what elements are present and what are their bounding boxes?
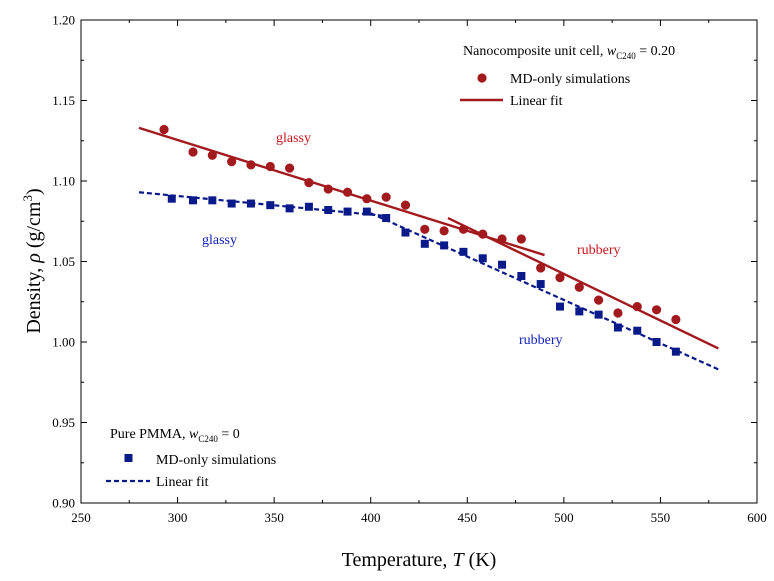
pmma-data-point	[382, 214, 391, 223]
y-tick-label: 1.05	[52, 254, 75, 269]
nanocomposite-data-point	[594, 295, 604, 305]
pmma-data-point	[208, 196, 217, 205]
pmma-data-point	[227, 199, 236, 208]
annotation-red-glassy: glassy	[276, 131, 311, 146]
legend-nanocomposite-title: Nanocomposite unit cell, wC240 = 0.20	[463, 44, 675, 61]
x-tick-label: 350	[264, 510, 284, 525]
pmma-data-point	[633, 326, 642, 335]
nanocomposite-data-point	[478, 229, 488, 239]
pmma-data-point	[575, 307, 584, 316]
legend-nanocomposite: Nanocomposite unit cell, wC240 = 0.20 MD…	[460, 44, 675, 109]
legend-pure-pmma-fit-label: Linear fit	[156, 475, 209, 490]
legend-pure-pmma: Pure PMMA, wC240 = 0 MD-only simulations…	[106, 427, 276, 490]
nanocomposite-data-point	[342, 187, 353, 197]
annotation-blue-glassy: glassy	[202, 233, 237, 248]
pmma-data-point	[167, 194, 176, 203]
pmma-data-point	[324, 205, 333, 214]
pmma-data-point	[555, 302, 564, 311]
x-tick-label: 400	[361, 510, 381, 525]
y-axis-title: Density, ρ (g/cm3)	[20, 188, 45, 333]
fit-line-0	[138, 126, 545, 257]
y-tick-label: 0.90	[52, 496, 75, 511]
y-tick-label: 1.10	[52, 174, 75, 189]
pmma-data-point	[189, 196, 198, 205]
nanocomposite-data-point	[420, 224, 430, 234]
annotation-red-rubbery: rubbery	[577, 243, 621, 258]
x-tick-label: 550	[651, 510, 671, 525]
nanocomposite-data-point	[265, 161, 275, 172]
y-tick-label: 1.15	[52, 93, 75, 108]
legend-nanocomposite-circle-marker	[477, 73, 487, 83]
legend-nanocomposite-fit-label: Linear fit	[510, 94, 563, 109]
y-tick-label: 1.00	[52, 335, 75, 350]
nanocomposite-data-point	[159, 124, 169, 135]
legend-pure-pmma-square-marker	[124, 454, 133, 462]
nanocomposite-data-point	[555, 273, 565, 283]
pmma-data-point	[343, 207, 352, 216]
pmma-data-point	[652, 338, 661, 346]
pmma-data-point	[517, 271, 526, 280]
x-axis-title: Temperature, T (K)	[342, 549, 497, 571]
x-tick-label: 450	[458, 510, 478, 525]
nanocomposite-data-point	[516, 234, 526, 244]
chart-marks	[138, 124, 719, 371]
nanocomposite-data-point	[400, 200, 411, 210]
x-tick-label: 500	[554, 510, 574, 525]
pmma-data-point	[478, 254, 487, 263]
x-tick-label: 300	[168, 510, 188, 525]
annotation-blue-rubbery: rubbery	[519, 333, 563, 348]
fit-line-1	[447, 216, 719, 350]
pmma-data-point	[401, 228, 410, 237]
pmma-data-point	[613, 323, 622, 332]
nanocomposite-data-point	[304, 178, 314, 188]
nanocomposite-data-point	[613, 308, 623, 318]
legend-nanocomposite-md-label: MD-only simulations	[510, 72, 630, 87]
nanocomposite-data-point	[574, 282, 584, 292]
pmma-data-point	[459, 247, 468, 256]
nanocomposite-data-point	[188, 147, 198, 157]
pmma-data-point	[498, 260, 507, 269]
nanocomposite-data-point	[632, 301, 642, 312]
pmma-data-point	[246, 199, 255, 208]
pmma-data-point	[671, 347, 680, 356]
pmma-data-point	[594, 310, 603, 319]
y-tick-label: 1.20	[52, 13, 75, 28]
legend-pure-pmma-title: Pure PMMA, wC240 = 0	[110, 427, 240, 444]
nanocomposite-data-point	[381, 192, 391, 202]
pmma-data-point	[266, 201, 275, 210]
pmma-data-point	[304, 202, 313, 211]
nanocomposite-data-point	[458, 224, 469, 234]
x-tick-label: 600	[747, 510, 767, 525]
nanocomposite-data-point	[671, 314, 681, 325]
nanocomposite-data-point	[497, 234, 507, 244]
x-tick-label: 250	[71, 510, 91, 525]
nanocomposite-data-point	[323, 184, 333, 194]
legend-pure-pmma-md-label: MD-only simulations	[156, 453, 276, 468]
pmma-data-point	[536, 280, 545, 289]
y-tick-label: 0.95	[52, 415, 75, 430]
pmma-data-point	[420, 239, 429, 248]
nanocomposite-data-point	[651, 305, 662, 315]
pmma-data-point	[440, 241, 449, 250]
nanocomposite-data-point	[227, 157, 237, 167]
nanocomposite-data-point	[284, 163, 295, 173]
nanocomposite-data-point	[246, 160, 256, 170]
nanocomposite-data-point	[536, 263, 546, 273]
nanocomposite-data-point	[207, 150, 217, 160]
pmma-data-point	[362, 207, 371, 216]
nanocomposite-data-point	[439, 226, 449, 236]
pmma-data-point	[285, 204, 294, 213]
nanocomposite-data-point	[362, 194, 372, 204]
axis-ticks: 250 300 350 400 450 500 550 600 0.90 0.95 1.00 1.05…	[52, 13, 767, 526]
